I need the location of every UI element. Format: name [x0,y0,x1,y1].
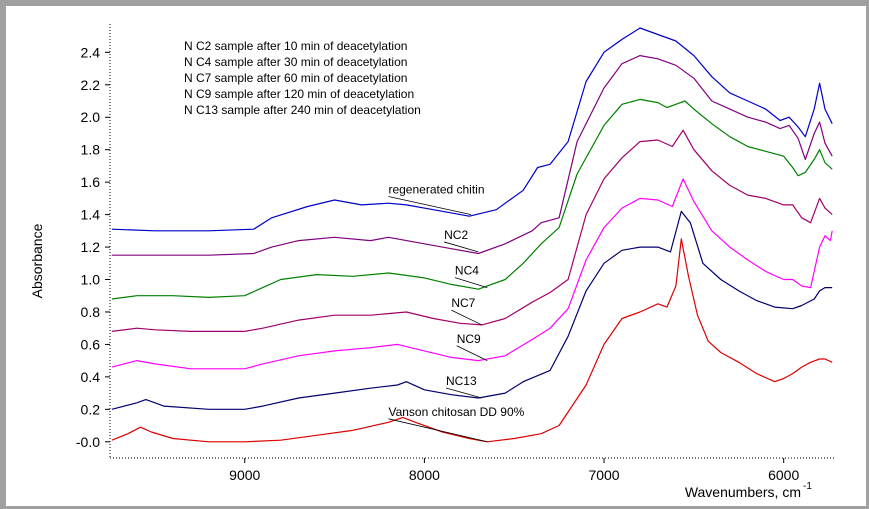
y-tick-label: 1.2 [81,239,101,255]
legend-entry: N C2 sample after 10 min of deacetylatio… [184,39,407,53]
y-axis-label: Absorbance [29,223,45,298]
y-tick-label: -0.0 [76,434,100,450]
series-line [111,178,833,370]
series-line [111,98,833,300]
y-tick-label: 1.8 [81,142,101,158]
y-tick-label: 0.8 [81,304,101,320]
x-tick-label: 7000 [588,467,619,483]
series-label: NC4 [455,264,479,278]
x-axis-label: Wavenumbers, cm [685,484,801,500]
series-line [111,55,833,256]
y-tick-label: 0.6 [81,336,101,352]
series-line [111,27,833,232]
series-label: NC9 [457,332,481,346]
x-axis-label-superscript: -1 [803,481,812,492]
series-label: Vanson chitosan DD 90% [388,405,524,419]
y-tick-label: 2.0 [81,109,101,125]
series-line [111,238,833,443]
series-label: NC7 [451,296,475,310]
x-axis: 9000 8000 7000 6000 [110,457,834,483]
legend-entry: N C9 sample after 120 min of deacetylati… [184,87,414,101]
y-tick-label: 0.2 [81,401,101,417]
legend-entry: N C7 sample after 60 min of deacetylatio… [184,71,407,85]
legend: N C2 sample after 10 min of deacetylatio… [184,39,421,117]
series-label: NC2 [444,228,468,242]
series-labels: regenerated chitin NC2 NC4 NC7 NC9 NC13 Vanson… [388,183,525,443]
series-label-leader [454,277,488,289]
y-axis: -0.0 0.2 0.4 0.6 0.8 1.0 1.2 1.4 1.6 1.8 2.0 2.2 2.4 [76,24,111,458]
series-label-leader [445,387,482,399]
y-tick-label: 1.0 [81,272,101,288]
series-line [111,129,833,332]
y-tick-label: 2.2 [81,77,101,93]
legend-entry: N C13 sample after 240 min of deacetylat… [184,103,421,117]
series-label-leader [451,309,483,326]
series-label: regenerated chitin [388,183,484,197]
series-line [111,210,833,410]
series-label-leader [444,241,479,253]
x-tick-label: 6000 [768,467,799,483]
y-tick-label: 0.4 [81,369,101,385]
y-tick-label: 2.4 [81,44,101,60]
y-tick-label: 1.6 [81,174,101,190]
series-label-leader [388,196,472,215]
series-layer [111,27,833,443]
y-tick-label: 1.4 [81,207,101,223]
legend-entry: N C4 sample after 30 min of deacetylatio… [184,55,407,69]
series-label-leader [388,418,488,443]
x-tick-label: 8000 [409,467,440,483]
chart-frame: -0.0 0.2 0.4 0.6 0.8 1.0 1.2 1.4 1.6 1.8 2.0 2.2 2.4… [6,6,866,506]
series-label-leader [456,345,488,362]
spectrum-chart: -0.0 0.2 0.4 0.6 0.8 1.0 1.2 1.4 1.6 1.8 2.0 2.2 2.4… [29,24,834,500]
series-label: NC13 [446,374,477,388]
x-tick-label: 9000 [229,467,260,483]
